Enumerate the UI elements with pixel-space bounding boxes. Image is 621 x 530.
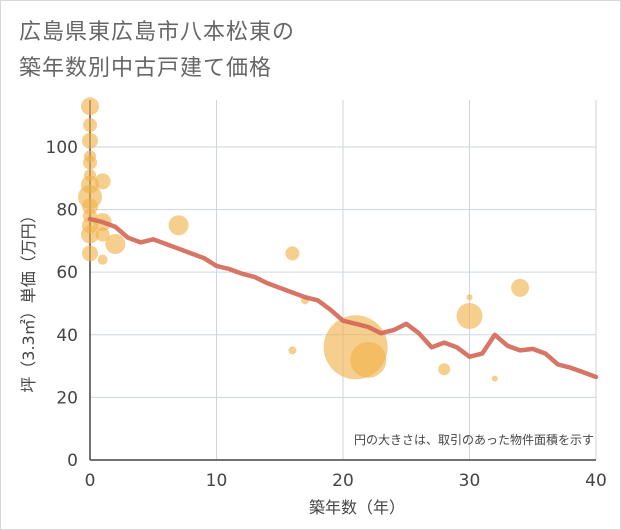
x-tick-label: 30 bbox=[459, 471, 481, 491]
data-point bbox=[168, 215, 189, 236]
x-axis-label: 築年数（年） bbox=[309, 498, 405, 517]
data-point bbox=[84, 150, 96, 163]
data-point bbox=[81, 97, 99, 116]
data-point bbox=[456, 303, 483, 329]
chart-title: 広島県東広島市八本松東の 築年数別中古戸建て価格 bbox=[19, 15, 295, 87]
data-point bbox=[350, 341, 387, 378]
y-tick-label: 40 bbox=[56, 326, 78, 346]
bubble-size-note: 円の大きさは、取引のあった物件面積を示す bbox=[354, 432, 594, 447]
data-point bbox=[491, 375, 498, 382]
y-axis-label: 坪（3.3㎡）単価（万円） bbox=[19, 207, 38, 392]
data-point bbox=[83, 118, 97, 133]
y-tick-label: 0 bbox=[67, 451, 78, 471]
x-tick-label: 10 bbox=[206, 471, 228, 491]
data-point bbox=[97, 254, 108, 265]
data-point bbox=[94, 173, 111, 190]
data-point bbox=[511, 278, 530, 297]
chart-title-line-2: 築年数別中古戸建て価格 bbox=[19, 56, 273, 81]
chart-title-line-1: 広島県東広島市八本松東の bbox=[19, 20, 296, 45]
data-point bbox=[285, 246, 300, 261]
data-point bbox=[105, 234, 126, 254]
x-tick-label: 40 bbox=[585, 471, 607, 491]
grid-lines bbox=[90, 100, 597, 460]
data-point bbox=[95, 227, 110, 242]
data-point bbox=[288, 346, 297, 355]
data-point bbox=[82, 245, 98, 262]
trend-line bbox=[87, 216, 599, 380]
data-point bbox=[466, 294, 473, 301]
y-tick-label: 60 bbox=[56, 263, 78, 283]
data-point bbox=[82, 132, 98, 149]
x-tick-label: 20 bbox=[332, 471, 354, 491]
y-tick-label: 80 bbox=[56, 201, 78, 221]
tick-labels: 0 10 20 30 40 0 20 40 60 80 100 bbox=[46, 138, 607, 491]
data-point bbox=[438, 363, 451, 376]
y-tick-label: 100 bbox=[46, 138, 78, 158]
trend-series bbox=[87, 216, 599, 380]
y-tick-label: 20 bbox=[56, 388, 78, 408]
data-point bbox=[81, 175, 99, 194]
x-tick-label: 0 bbox=[85, 471, 96, 491]
bubble-series bbox=[78, 97, 530, 382]
data-point bbox=[84, 169, 96, 182]
